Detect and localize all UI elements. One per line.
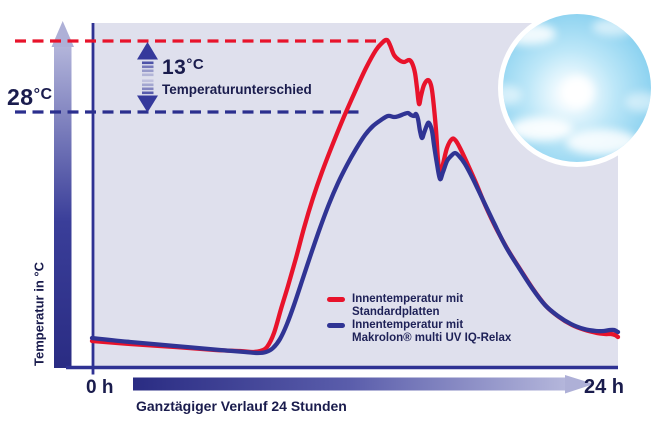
cloud xyxy=(509,117,573,141)
x-axis-end-label: 24 h xyxy=(584,376,625,398)
x-axis-caption: Ganztägiger Verlauf 24 Stunden xyxy=(136,398,347,414)
legend-swatch-red xyxy=(327,297,345,302)
x-axis-gradient-arrow xyxy=(133,375,594,394)
temperature-difference-arrow-icon xyxy=(137,42,158,113)
sun-glow xyxy=(562,76,594,108)
legend-line: Standardplatten xyxy=(352,305,440,318)
temperature-difference-value: 13°C xyxy=(162,56,204,80)
y-axis-label: Temperatur in °C xyxy=(31,262,47,366)
reference-temperature-label: 28°C xyxy=(7,84,53,111)
reference-temperature-unit: °C xyxy=(33,86,53,103)
sky-photo xyxy=(498,9,656,167)
cloud xyxy=(503,85,522,105)
legend-swatch-blue xyxy=(327,323,345,328)
legend-item-standardplatten: Innentemperatur mit Standardplatten xyxy=(327,293,511,318)
reference-temperature-value: 28 xyxy=(7,84,34,110)
cloud xyxy=(625,92,651,112)
x-axis-start-label: 0 h xyxy=(86,377,114,398)
legend: Innentemperatur mit Standardplatten Inne… xyxy=(327,293,511,345)
legend-line: Innentemperatur mit xyxy=(352,293,464,305)
difference-unit: °C xyxy=(186,56,205,73)
legend-text-makrolon: Innentemperatur mit Makrolon® multi UV I… xyxy=(352,319,511,344)
temperature-curves xyxy=(89,37,621,356)
reference-lines xyxy=(15,39,386,114)
legend-text-standardplatten: Innentemperatur mit Standardplatten xyxy=(352,293,463,318)
legend-line: Innentemperatur mit xyxy=(352,319,464,331)
y-axis-gradient-arrow xyxy=(51,21,74,368)
legend-line: Makrolon® multi UV IQ-Relax xyxy=(352,331,512,344)
legend-item-makrolon: Innentemperatur mit Makrolon® multi UV I… xyxy=(327,319,511,344)
temperature-difference-caption: Temperaturunterschied xyxy=(162,82,312,97)
curve-makrolon xyxy=(89,110,621,356)
difference-number: 13 xyxy=(162,56,187,79)
cloud xyxy=(566,129,638,155)
